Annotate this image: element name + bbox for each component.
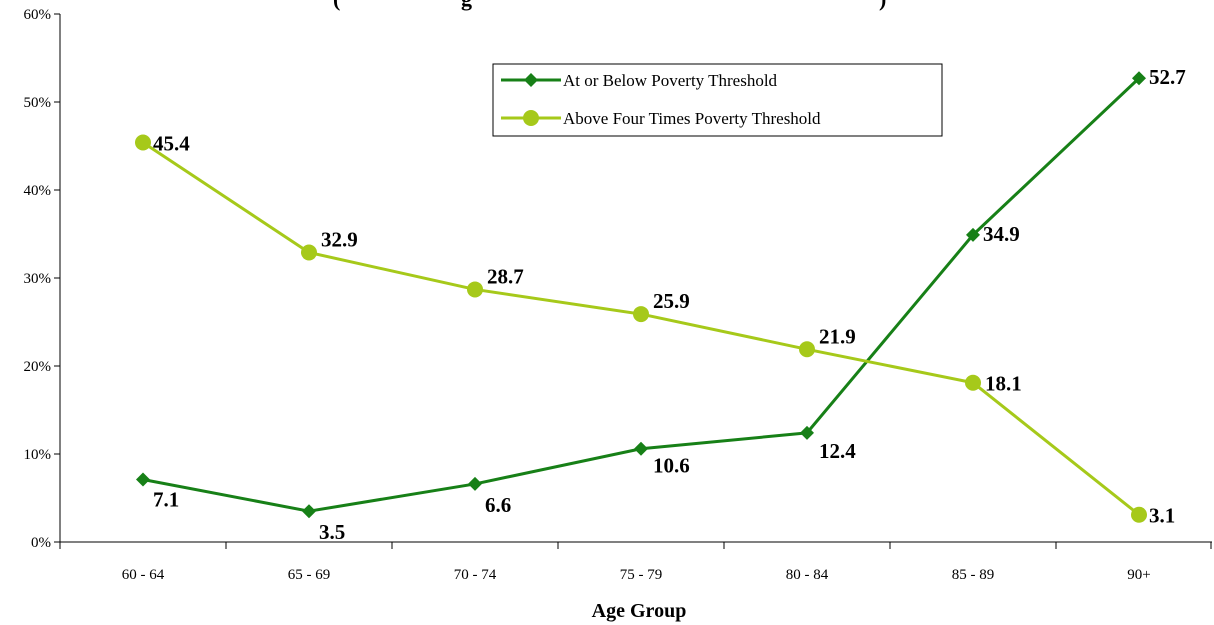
- data-label: 21.9: [819, 324, 856, 348]
- x-axis-title: Age Group: [592, 600, 687, 622]
- data-label: 12.4: [819, 439, 856, 463]
- x-tick-label: 70 - 74: [454, 567, 497, 583]
- legend-label-at-or-below: At or Below Poverty Threshold: [563, 71, 778, 90]
- data-label: 7.1: [153, 488, 179, 512]
- x-tick-label: 65 - 69: [288, 567, 331, 583]
- data-label: 25.9: [653, 289, 690, 313]
- data-point-diamond: [302, 504, 316, 519]
- data-label: 10.6: [653, 454, 690, 478]
- data-point-circle: [965, 374, 981, 391]
- legend-circle-marker: [523, 110, 539, 126]
- x-tick-label: 85 - 89: [952, 567, 995, 583]
- x-tick-label: 80 - 84: [786, 567, 829, 583]
- title-fragment-close: ): [879, 0, 886, 11]
- legend-label-above-four-times: Above Four Times Poverty Threshold: [563, 109, 821, 128]
- data-label: 18.1: [985, 372, 1022, 396]
- data-label: 3.5: [319, 520, 345, 544]
- x-axis-ticks: 60 - 64 65 - 69 70 - 74 75 - 79 80 - 84 85 - …: [59, 542, 1212, 583]
- data-label: 45.4: [153, 131, 190, 155]
- y-axis-ticks: 0% 10% 20% 30% 40% 50% 60%: [24, 7, 60, 551]
- title-fragment-open: (: [333, 0, 340, 11]
- y-tick-label: 30%: [24, 271, 52, 287]
- data-point-circle: [467, 281, 483, 298]
- data-point-diamond: [468, 476, 482, 491]
- data-label: 3.1: [1149, 504, 1175, 528]
- y-tick-label: 60%: [24, 7, 52, 23]
- data-point-circle: [799, 341, 815, 358]
- data-label: 28.7: [487, 264, 524, 288]
- data-point-circle: [1131, 506, 1147, 523]
- legend-diamond-marker: [524, 73, 538, 87]
- y-tick-label: 20%: [24, 359, 52, 375]
- data-label: 6.6: [485, 493, 511, 517]
- data-point-diamond: [634, 441, 648, 456]
- x-tick-label: 60 - 64: [122, 567, 165, 583]
- series-layer: [135, 71, 1147, 523]
- x-tick-label: 90+: [1127, 567, 1150, 583]
- title-fragment-letter: g: [461, 0, 472, 11]
- y-tick-label: 50%: [24, 95, 52, 111]
- legend-box: [492, 63, 943, 137]
- x-tick-label: 75 - 79: [620, 567, 663, 583]
- data-point-diamond: [966, 227, 980, 242]
- data-point-diamond: [1132, 71, 1146, 86]
- series-line-above-four-times: [142, 141, 1140, 516]
- data-labels: 7.1 3.5 6.6 10.6 12.4 34.9 52.7 45.4 32.9 28.7 25.…: [153, 65, 1186, 544]
- y-tick-label: 10%: [24, 447, 52, 463]
- data-label: 32.9: [321, 227, 358, 251]
- legend: At or Below Poverty Threshold Above Four…: [492, 63, 943, 137]
- data-point-circle: [301, 244, 317, 261]
- y-tick-label: 0%: [31, 535, 51, 551]
- data-point-circle: [135, 134, 151, 151]
- y-tick-label: 40%: [24, 183, 52, 199]
- data-point-diamond: [136, 472, 150, 487]
- data-point-circle: [633, 306, 649, 323]
- data-label: 52.7: [1149, 65, 1186, 89]
- data-label: 34.9: [983, 222, 1020, 246]
- data-point-diamond: [800, 425, 814, 440]
